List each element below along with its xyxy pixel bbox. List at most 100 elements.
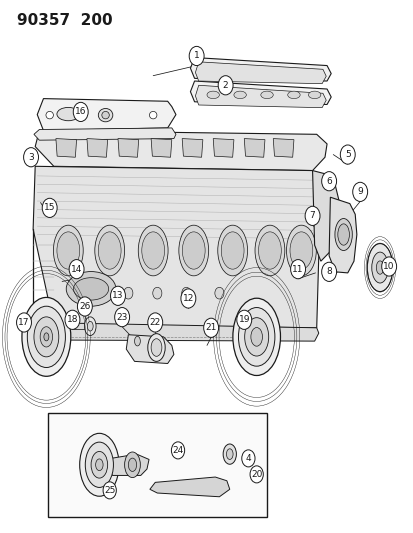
Circle shape bbox=[110, 286, 125, 305]
Circle shape bbox=[42, 198, 57, 217]
Polygon shape bbox=[33, 166, 320, 328]
Circle shape bbox=[103, 482, 116, 499]
Circle shape bbox=[65, 310, 80, 329]
Polygon shape bbox=[195, 85, 325, 108]
Text: 3: 3 bbox=[28, 153, 34, 161]
Text: 1: 1 bbox=[193, 52, 199, 60]
Text: 8: 8 bbox=[325, 268, 331, 276]
Circle shape bbox=[290, 260, 305, 279]
Ellipse shape bbox=[337, 224, 349, 245]
Circle shape bbox=[189, 46, 204, 66]
Ellipse shape bbox=[366, 244, 392, 292]
Ellipse shape bbox=[53, 225, 83, 276]
Polygon shape bbox=[213, 139, 233, 157]
Ellipse shape bbox=[244, 318, 268, 356]
Ellipse shape bbox=[258, 232, 281, 269]
Text: 23: 23 bbox=[116, 313, 128, 321]
Ellipse shape bbox=[32, 154, 36, 160]
Circle shape bbox=[352, 182, 367, 201]
Text: 24: 24 bbox=[172, 446, 183, 455]
Circle shape bbox=[304, 206, 319, 225]
Text: 11: 11 bbox=[292, 265, 303, 273]
Circle shape bbox=[321, 262, 336, 281]
Ellipse shape bbox=[289, 232, 312, 269]
Circle shape bbox=[321, 172, 336, 191]
Ellipse shape bbox=[223, 444, 236, 464]
Ellipse shape bbox=[308, 91, 320, 99]
Polygon shape bbox=[150, 477, 229, 497]
Ellipse shape bbox=[149, 111, 157, 119]
Circle shape bbox=[218, 76, 233, 95]
Circle shape bbox=[69, 260, 84, 279]
Ellipse shape bbox=[151, 339, 161, 357]
Ellipse shape bbox=[46, 111, 53, 119]
Ellipse shape bbox=[214, 287, 223, 299]
Ellipse shape bbox=[152, 287, 161, 299]
Ellipse shape bbox=[232, 298, 280, 375]
FancyBboxPatch shape bbox=[47, 413, 266, 517]
Ellipse shape bbox=[74, 278, 108, 300]
Ellipse shape bbox=[57, 232, 79, 269]
Circle shape bbox=[241, 450, 254, 467]
Ellipse shape bbox=[102, 111, 109, 119]
Circle shape bbox=[77, 297, 92, 316]
Polygon shape bbox=[190, 81, 330, 104]
Circle shape bbox=[339, 145, 354, 164]
Ellipse shape bbox=[233, 91, 246, 99]
Text: 19: 19 bbox=[238, 316, 249, 324]
Ellipse shape bbox=[123, 287, 133, 299]
Circle shape bbox=[381, 257, 396, 276]
Polygon shape bbox=[56, 139, 76, 157]
Ellipse shape bbox=[44, 333, 49, 341]
Ellipse shape bbox=[66, 271, 116, 306]
Text: 16: 16 bbox=[75, 108, 86, 116]
Ellipse shape bbox=[217, 225, 247, 276]
Text: 12: 12 bbox=[182, 294, 194, 303]
Ellipse shape bbox=[371, 252, 387, 283]
Circle shape bbox=[114, 308, 129, 327]
Ellipse shape bbox=[141, 232, 164, 269]
Text: 20: 20 bbox=[250, 470, 262, 479]
Polygon shape bbox=[190, 58, 330, 81]
Circle shape bbox=[73, 102, 88, 122]
Text: 15: 15 bbox=[44, 204, 55, 212]
Ellipse shape bbox=[128, 458, 136, 471]
Text: 9: 9 bbox=[356, 188, 362, 196]
Ellipse shape bbox=[98, 232, 121, 269]
Text: 13: 13 bbox=[112, 292, 123, 300]
Ellipse shape bbox=[34, 317, 59, 357]
Text: 5: 5 bbox=[344, 150, 350, 159]
Circle shape bbox=[171, 442, 184, 459]
Text: 10: 10 bbox=[382, 262, 394, 271]
Ellipse shape bbox=[95, 225, 124, 276]
Ellipse shape bbox=[221, 232, 244, 269]
Polygon shape bbox=[328, 197, 356, 273]
Ellipse shape bbox=[206, 91, 219, 99]
Polygon shape bbox=[182, 139, 202, 157]
Circle shape bbox=[147, 313, 162, 332]
Polygon shape bbox=[37, 99, 176, 131]
Polygon shape bbox=[35, 131, 326, 171]
Ellipse shape bbox=[124, 452, 140, 478]
Text: 25: 25 bbox=[104, 486, 115, 495]
Ellipse shape bbox=[181, 287, 190, 299]
Ellipse shape bbox=[98, 108, 112, 122]
Ellipse shape bbox=[375, 261, 383, 274]
Ellipse shape bbox=[95, 459, 103, 471]
Ellipse shape bbox=[57, 107, 79, 121]
Text: 6: 6 bbox=[325, 177, 331, 185]
Text: 26: 26 bbox=[79, 302, 90, 311]
Circle shape bbox=[180, 289, 195, 308]
Ellipse shape bbox=[238, 308, 274, 366]
Polygon shape bbox=[273, 139, 293, 157]
Polygon shape bbox=[118, 139, 138, 157]
Ellipse shape bbox=[40, 327, 52, 347]
Circle shape bbox=[203, 318, 218, 337]
Ellipse shape bbox=[178, 225, 208, 276]
Ellipse shape bbox=[226, 449, 233, 459]
Ellipse shape bbox=[30, 151, 38, 163]
Ellipse shape bbox=[134, 336, 140, 346]
Text: 18: 18 bbox=[66, 316, 78, 324]
Ellipse shape bbox=[147, 334, 165, 361]
Text: 90357  200: 90357 200 bbox=[17, 13, 112, 28]
